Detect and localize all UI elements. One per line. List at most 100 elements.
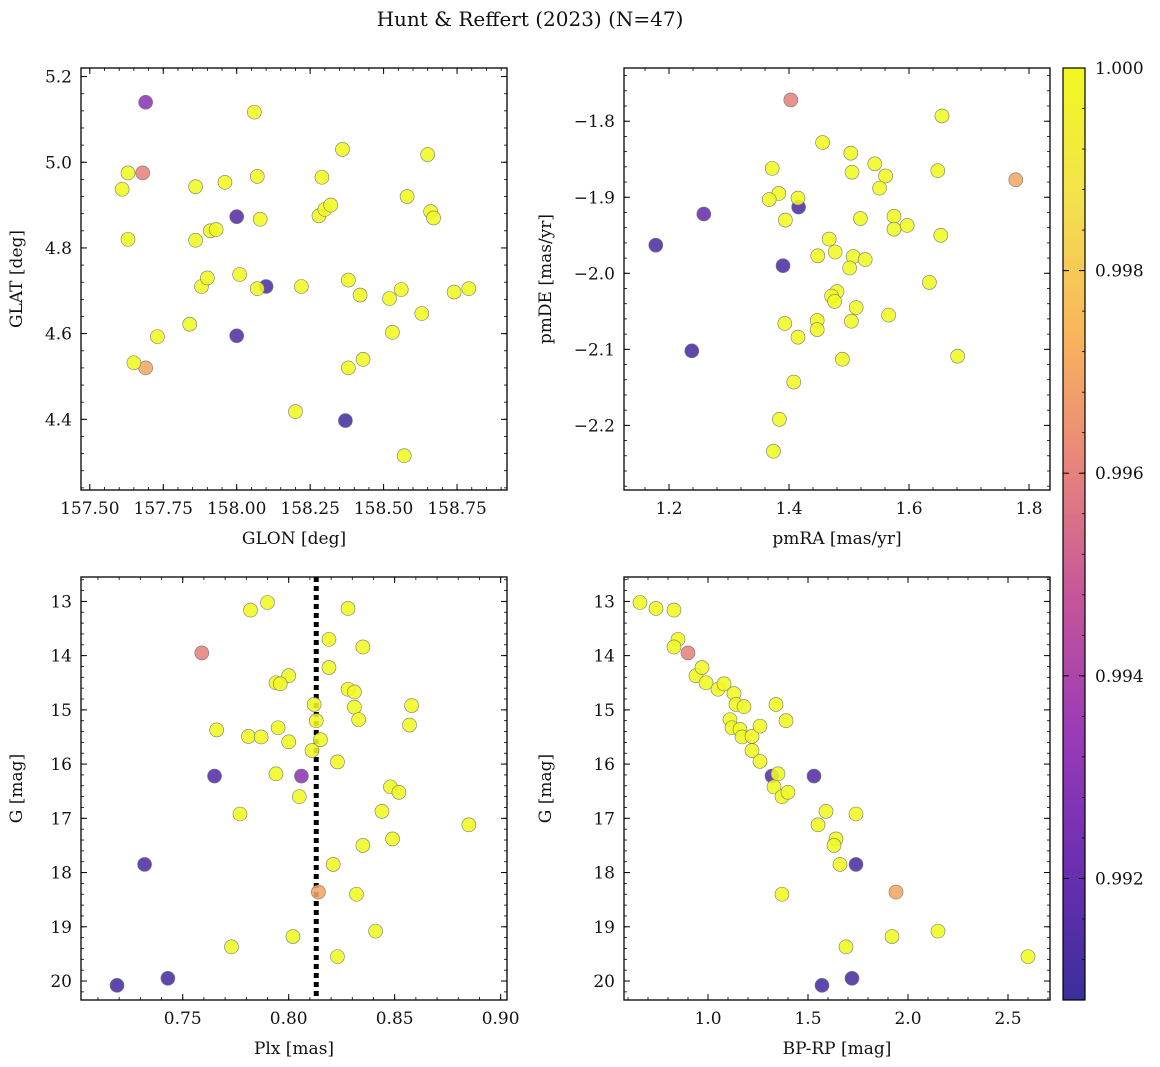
colorbar-tick-label: 0.992	[1095, 869, 1144, 889]
scatter-point	[744, 743, 760, 758]
scatter-point	[126, 355, 142, 371]
scatter-point	[340, 601, 356, 616]
axes-frame	[623, 576, 1051, 1001]
panel-bprp-g: 1.0 1.5 2.0 2.5 13 14 15 16 17 18 19 20 BP-RP [mag] G…	[536, 576, 1051, 1059]
scatter-point	[752, 754, 768, 769]
y-tick-label: 19	[593, 918, 615, 938]
scatter-point	[815, 135, 830, 150]
scatter-point	[930, 163, 946, 178]
scatter-point	[888, 884, 904, 900]
scatter-point	[120, 232, 136, 247]
scatter-point	[314, 169, 330, 185]
y-axis-label: G [mag]	[536, 754, 556, 823]
scatter-point	[806, 768, 822, 784]
scatter-point	[311, 884, 326, 900]
scatter-point	[666, 602, 682, 618]
scatter-point	[778, 212, 793, 228]
scatter-point	[335, 142, 350, 157]
scatter-point	[886, 208, 902, 224]
x-tick-label: 0.80	[270, 1009, 308, 1029]
scatter-point	[393, 282, 409, 297]
scatter-point	[399, 189, 415, 204]
scatter-point	[872, 180, 887, 196]
scatter-point	[249, 281, 265, 296]
scatter-point	[446, 284, 462, 300]
scatter-point	[783, 92, 799, 108]
scatter-point	[294, 279, 309, 294]
scatter-point	[843, 145, 859, 161]
y-tick-label: 16	[593, 755, 615, 775]
x-tick-label: 158.50	[354, 499, 413, 519]
scatter-point	[827, 294, 842, 309]
scatter-point	[775, 258, 791, 273]
y-tick-label: 20	[50, 972, 72, 992]
scatter-point	[780, 784, 796, 800]
scatter-point	[382, 291, 397, 306]
scatter-point	[188, 232, 203, 248]
scatter-point	[243, 602, 258, 618]
y-tick-label: 4.8	[45, 239, 72, 259]
x-tick-label: 0.90	[482, 1009, 520, 1029]
y-tick-label: −1.9	[574, 188, 615, 208]
scatter-point	[347, 684, 362, 700]
scatter-point	[351, 712, 366, 727]
scatter-point	[777, 316, 793, 331]
scatter-point	[844, 971, 860, 986]
panel-plx-g: 0.75 0.80 0.85 0.90 13 14 15 16 17 18 19 20 Plx [mas…	[7, 576, 520, 1059]
scatter-point	[321, 632, 337, 647]
y-tick-label: −1.8	[574, 112, 615, 132]
scatter-point	[229, 209, 245, 224]
y-tick-label: 5.2	[45, 68, 72, 88]
scatter-point	[778, 713, 794, 729]
scatter-point	[330, 949, 345, 964]
scatter-point	[241, 729, 256, 744]
scatter-point	[291, 789, 307, 804]
scatter-point	[842, 260, 857, 276]
scatter-point	[848, 806, 864, 822]
y-tick-label: 17	[593, 809, 615, 829]
scatter-point	[1020, 949, 1036, 964]
scatter-point	[684, 343, 700, 359]
scatter-point	[694, 660, 710, 675]
scatter-point	[355, 639, 371, 655]
scatter-point	[930, 923, 946, 939]
scatter-point	[188, 179, 203, 194]
scatter-point	[281, 734, 297, 750]
x-tick-label: 158.00	[207, 499, 266, 519]
x-tick-label: 2.5	[994, 1009, 1021, 1029]
figure-title: Hunt & Reffert (2023) (N=47)	[377, 7, 684, 31]
y-axis-label: G [mag]	[7, 754, 27, 823]
scatter-point	[770, 766, 786, 782]
axes-frame	[623, 67, 1051, 491]
panel-pmra-pmde: 1.2 1.4 1.6 1.8 −2.2 −2.1 −2.0 −1.9 −1.8 pmRA [ma…	[536, 67, 1051, 549]
scatter-point	[200, 270, 215, 286]
scatter-point	[698, 675, 714, 691]
scatter-point	[253, 729, 269, 745]
scatter-point	[766, 443, 781, 459]
scatter-point	[772, 411, 787, 427]
y-tick-label: 14	[50, 647, 72, 667]
scatter-point	[810, 248, 826, 264]
y-tick-label: 18	[50, 864, 72, 884]
y-tick-label: 13	[50, 592, 72, 612]
y-axis-label: GLAT [deg]	[7, 230, 27, 328]
scatter-point	[268, 766, 284, 782]
y-tick-label: 15	[593, 701, 615, 721]
y-tick-label: 18	[593, 864, 615, 884]
scatter-point	[272, 676, 288, 692]
scatter-point	[716, 676, 732, 692]
scatter-point	[790, 190, 806, 206]
x-tick-label: 0.75	[164, 1009, 202, 1029]
x-tick-label: 157.50	[60, 499, 119, 519]
axes-frame	[80, 576, 508, 1001]
x-axis-label: BP-RP [mag]	[783, 1039, 892, 1059]
scatter-point	[288, 404, 303, 419]
scatter-point	[224, 939, 239, 955]
scatter-point	[313, 732, 328, 747]
y-tick-label: 14	[593, 647, 615, 667]
y-tick-label: 5.0	[45, 153, 72, 173]
scatter-point	[414, 306, 430, 321]
scatter-point	[810, 817, 826, 833]
y-tick-label: 15	[50, 701, 72, 721]
scatter-point	[461, 817, 477, 833]
